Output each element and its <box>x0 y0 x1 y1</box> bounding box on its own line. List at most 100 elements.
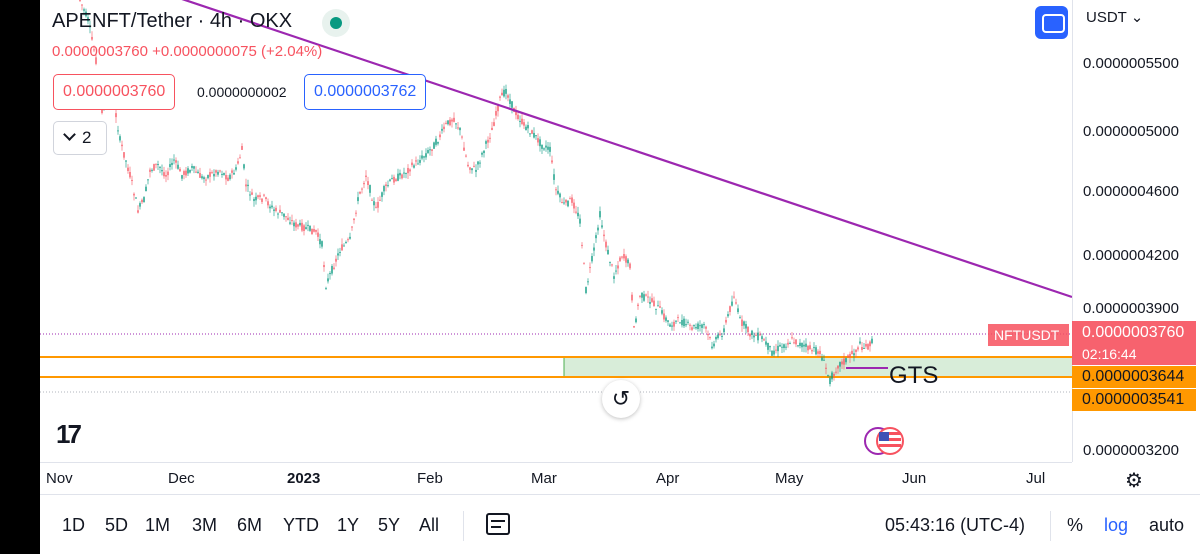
candle-body <box>629 263 631 269</box>
candle-body <box>285 216 287 218</box>
candle-body <box>855 349 857 352</box>
candle-body <box>485 141 487 144</box>
candle-body <box>677 317 679 319</box>
candle-body <box>151 169 153 171</box>
range-3m[interactable]: 3M <box>192 515 218 535</box>
gts-annotation[interactable]: GTS <box>889 362 939 389</box>
candle-body <box>115 113 117 118</box>
range-1y[interactable]: 1Y <box>337 515 360 535</box>
descending-trendline <box>181 0 1072 299</box>
candle-body <box>619 257 621 262</box>
candle-body <box>275 207 277 211</box>
range-ytd[interactable]: YTD <box>283 515 319 535</box>
candle-body <box>247 184 249 187</box>
candle-body <box>353 218 355 221</box>
candle-body <box>277 213 279 215</box>
indicators-toggle[interactable]: 2 <box>53 121 107 155</box>
us-flag-icon[interactable] <box>862 426 906 456</box>
calendar-icon[interactable] <box>486 513 510 535</box>
candle-body <box>841 361 843 365</box>
buy-button[interactable]: 0.0000003762 <box>304 74 427 110</box>
candle-body <box>759 334 761 336</box>
candle-body <box>91 36 93 40</box>
candle-body <box>827 374 829 376</box>
current-price-label: 0.0000003760 02:16:44 <box>1072 321 1196 365</box>
reset-icon[interactable]: ↺ <box>602 380 640 418</box>
candle-body <box>469 167 471 170</box>
price-chart[interactable] <box>40 0 1072 462</box>
symbol-title[interactable]: APENFT/Tether · 4h · OKX <box>52 10 293 32</box>
candle-body <box>487 139 489 143</box>
tradingview-logo[interactable]: 17 <box>56 419 82 449</box>
candle-body <box>623 254 625 259</box>
candle-body <box>287 217 289 220</box>
candle-body <box>815 347 817 355</box>
candle-body <box>695 327 697 329</box>
candle-body <box>539 139 541 147</box>
currency-selector[interactable]: USDT ⌄ <box>1086 8 1143 26</box>
candle-body <box>603 234 605 237</box>
chevron-down-icon <box>63 128 76 141</box>
time-axis[interactable]: Nov Dec 2023 Feb Mar Apr May Jun Jul <box>40 462 1072 494</box>
candle-body <box>869 341 871 347</box>
candle-body <box>871 338 873 344</box>
market-status-icon[interactable] <box>322 9 350 37</box>
candle-body <box>343 245 345 247</box>
axis-toggle-icon[interactable] <box>1035 6 1068 39</box>
candle-body <box>581 244 583 246</box>
candle-body <box>227 177 229 181</box>
price-tick: 0.0000003200 <box>1083 442 1179 459</box>
gear-icon[interactable]: ⚙ <box>1125 470 1143 492</box>
range-all[interactable]: All <box>419 515 440 535</box>
range-1d[interactable]: 1D <box>62 515 86 535</box>
candle-body <box>349 236 351 239</box>
candle-body <box>207 175 209 179</box>
candle-body <box>747 326 749 333</box>
range-5d[interactable]: 5D <box>105 515 129 535</box>
candle-body <box>323 265 325 268</box>
candle-body <box>149 169 151 172</box>
range-1m[interactable]: 1M <box>145 515 171 535</box>
candle-body <box>191 166 193 168</box>
candle-body <box>577 212 579 217</box>
candle-body <box>725 319 727 323</box>
candle-body <box>369 185 371 193</box>
level-upper-label: 0.0000003644 <box>1072 366 1196 388</box>
clock-timezone[interactable]: 05:43:16 (UTC-4) <box>885 515 1026 535</box>
range-5y[interactable]: 5Y <box>378 515 401 535</box>
candle-body <box>129 172 131 178</box>
candle-body <box>805 343 807 347</box>
candle-body <box>333 267 335 269</box>
candle-body <box>525 126 527 131</box>
candle-body <box>741 319 743 326</box>
candle-body <box>301 222 303 231</box>
candle-body <box>643 294 645 301</box>
candle-body <box>383 186 385 192</box>
candle-body <box>83 9 85 11</box>
candle-body <box>311 228 313 235</box>
candle-body <box>463 147 465 151</box>
sell-button[interactable]: 0.0000003760 <box>53 74 176 110</box>
candle-body <box>625 256 627 263</box>
range-6m[interactable]: 6M <box>237 515 263 535</box>
candle-body <box>317 232 319 237</box>
candle-body <box>291 220 293 222</box>
candle-body <box>665 317 667 321</box>
candle-body <box>377 201 379 208</box>
candle-body <box>705 326 707 329</box>
candle-body <box>433 142 435 149</box>
percent-scale-toggle[interactable]: % <box>1067 515 1084 535</box>
auto-scale-toggle[interactable]: auto <box>1149 515 1185 535</box>
candle-body <box>795 339 797 345</box>
candle-body <box>745 324 747 329</box>
candle-body <box>683 318 685 327</box>
candle-body <box>785 346 787 348</box>
candle-body <box>239 157 241 159</box>
chart-pane[interactable] <box>40 0 1072 462</box>
candle-body <box>397 173 399 181</box>
candle-body <box>425 153 427 158</box>
candle-body <box>355 212 357 214</box>
candle-body <box>711 346 713 349</box>
candle-body <box>193 166 195 169</box>
log-scale-toggle[interactable]: log <box>1104 515 1129 535</box>
